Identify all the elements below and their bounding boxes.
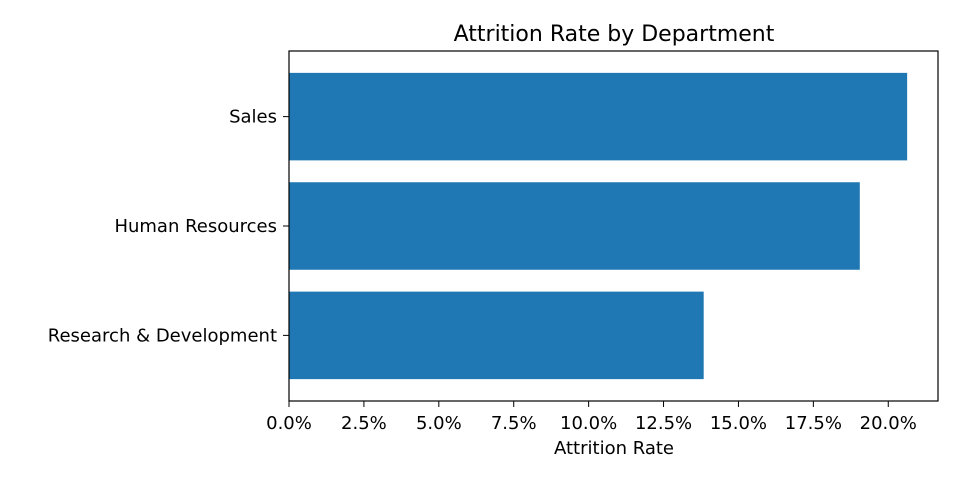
x-tick-label: 20.0% bbox=[860, 413, 917, 434]
x-tick-label: 0.0% bbox=[266, 413, 312, 434]
y-tick-label: Research & Development bbox=[48, 325, 277, 346]
x-axis-label: Attrition Rate bbox=[554, 438, 674, 459]
x-tick-label: 5.0% bbox=[416, 413, 462, 434]
chart-title: Attrition Rate by Department bbox=[454, 22, 775, 47]
x-tick-label: 17.5% bbox=[785, 413, 842, 434]
x-tick-label: 7.5% bbox=[491, 413, 537, 434]
x-tick-label: 10.0% bbox=[560, 413, 617, 434]
x-axis: 0.0% 2.5% 5.0% 7.5% 10.0% 12.5% 15.0% 17.5% 20.0… bbox=[266, 401, 917, 434]
x-tick-label: 12.5% bbox=[635, 413, 692, 434]
bar-human-resources bbox=[289, 182, 860, 270]
x-tick-label: 15.0% bbox=[710, 413, 767, 434]
bars-group bbox=[289, 72, 908, 380]
x-tick-label: 2.5% bbox=[341, 413, 387, 434]
bar-research-development bbox=[289, 291, 704, 380]
y-tick-label: Human Resources bbox=[114, 216, 277, 237]
y-tick-label: Sales bbox=[229, 107, 277, 128]
y-axis: Sales Human Resources Research & Developme… bbox=[48, 107, 289, 346]
bar-sales bbox=[289, 72, 908, 161]
